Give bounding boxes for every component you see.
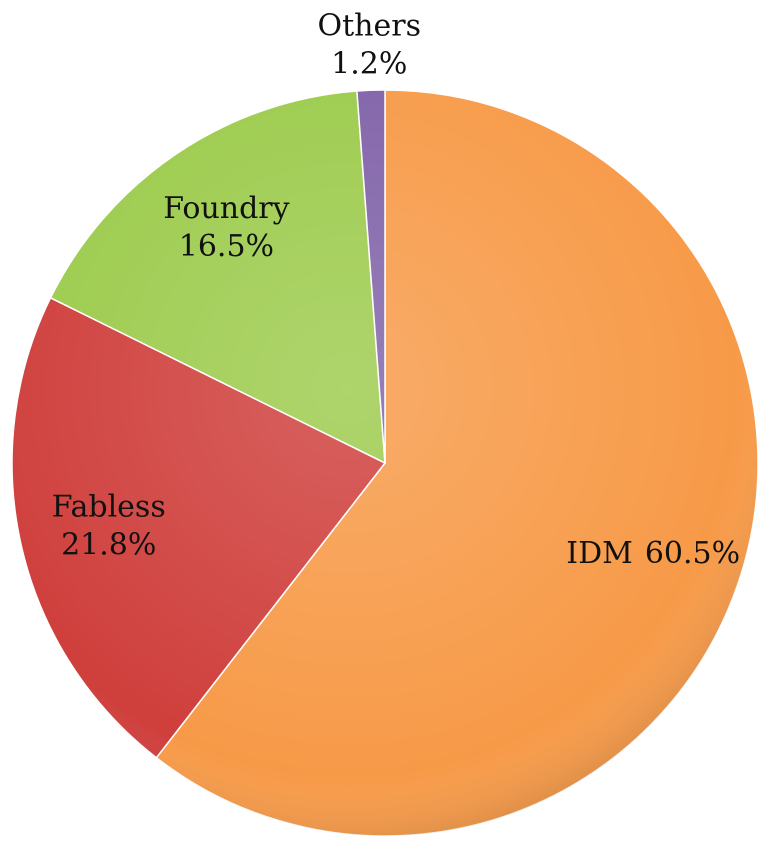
value-label: 1.2% (331, 46, 407, 81)
value-label: 16.5% (179, 229, 274, 264)
value-label: 21.8% (61, 528, 156, 563)
category-label: Others (318, 8, 421, 43)
category-label: Fabless (52, 490, 166, 525)
slice-label: IDM 60.5% (566, 536, 740, 571)
category-label: IDM (566, 536, 633, 571)
category-label: Foundry (163, 191, 289, 226)
value-label: 60.5% (645, 536, 740, 571)
